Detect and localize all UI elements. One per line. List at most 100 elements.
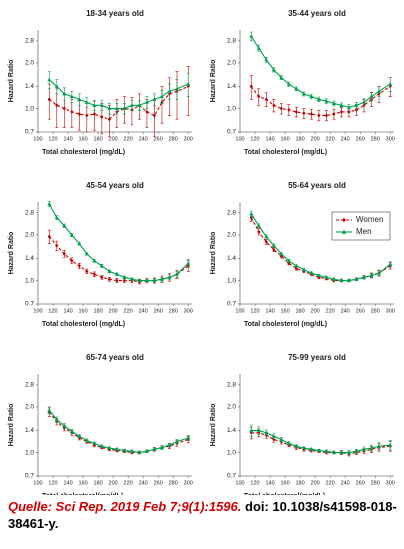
data-point xyxy=(62,251,66,256)
data-point xyxy=(99,444,104,448)
data-point xyxy=(279,251,284,256)
data-point xyxy=(144,449,149,453)
data-point xyxy=(324,98,329,103)
data-point xyxy=(279,437,284,441)
data-point xyxy=(264,234,269,239)
error-bar xyxy=(55,88,59,128)
data-point xyxy=(346,450,351,455)
data-point xyxy=(55,103,59,108)
x-tick-label: 180 xyxy=(94,136,103,142)
data-point xyxy=(271,67,276,72)
x-tick-label: 200 xyxy=(311,136,320,142)
data-point xyxy=(186,261,191,265)
source: Quelle: Sci Rep. 2019 Feb 7;9(1):1596. d… xyxy=(8,498,398,532)
data-point xyxy=(294,263,299,268)
data-point xyxy=(286,258,291,263)
data-point xyxy=(264,239,268,244)
x-tick-label: 260 xyxy=(154,480,163,486)
data-point xyxy=(84,438,89,443)
data-point xyxy=(69,94,74,99)
data-point xyxy=(129,103,134,107)
x-tick-label: 300 xyxy=(184,480,193,486)
y-tick-label: 2.0 xyxy=(227,232,236,239)
series-line xyxy=(48,203,189,282)
x-tick-label: 200 xyxy=(311,480,320,486)
data-point xyxy=(309,94,314,99)
series-line xyxy=(251,429,391,454)
data-point xyxy=(152,447,157,451)
data-point xyxy=(249,34,254,38)
data-point xyxy=(47,77,52,82)
data-point xyxy=(47,201,52,206)
data-point xyxy=(339,103,344,107)
x-tick-label: 220 xyxy=(326,308,335,314)
x-tick-label: 240 xyxy=(139,480,148,486)
y-tick-label: 1.0 xyxy=(25,449,34,456)
data-point xyxy=(316,97,321,101)
data-point xyxy=(324,275,329,279)
data-point xyxy=(100,275,104,280)
series-line xyxy=(48,79,189,110)
x-tick-label: 160 xyxy=(78,480,87,486)
data-point xyxy=(99,263,104,268)
data-point xyxy=(174,272,179,276)
x-tick-label: 300 xyxy=(386,136,395,142)
y-tick-label: 1.4 xyxy=(227,83,236,90)
data-point xyxy=(271,434,276,438)
data-point xyxy=(152,97,157,101)
x-tick-label: 260 xyxy=(154,308,163,314)
x-tick-label: 160 xyxy=(280,308,289,314)
x-tick-label: 280 xyxy=(169,308,178,314)
data-point xyxy=(272,247,276,252)
data-point xyxy=(107,277,111,282)
doi: doi: 10.1038/s41598-018-38461-y. xyxy=(8,499,397,531)
data-point xyxy=(376,89,381,93)
series-line xyxy=(48,409,189,454)
x-tick-label: 140 xyxy=(265,308,274,314)
panel-title: 55-64 years old xyxy=(288,181,346,190)
y-tick-label: 2.8 xyxy=(25,210,34,217)
x-tick-label: 120 xyxy=(250,136,259,142)
data-point xyxy=(388,81,393,86)
y-axis-label: Hazard Ratio xyxy=(210,60,217,103)
data-point xyxy=(167,89,172,93)
data-point xyxy=(361,100,366,104)
data-point xyxy=(62,223,67,228)
y-axis-label: Hazard Ratio xyxy=(210,404,217,447)
x-tick-label: 120 xyxy=(250,480,259,486)
y-tick-label: 2.0 xyxy=(25,404,34,411)
x-axis-label: Total cholesterol (mg/dL) xyxy=(244,149,327,156)
data-point xyxy=(286,81,291,86)
x-tick-label: 120 xyxy=(48,308,57,314)
x-tick-label: 300 xyxy=(386,308,395,314)
data-point xyxy=(159,445,164,449)
data-point xyxy=(331,450,336,455)
data-point xyxy=(388,262,393,266)
x-tick-label: 280 xyxy=(371,308,380,314)
data-point xyxy=(47,408,52,412)
x-tick-label: 200 xyxy=(109,480,118,486)
data-point xyxy=(62,91,67,96)
y-tick-label: 1.4 xyxy=(25,427,34,434)
data-point xyxy=(249,211,254,216)
data-point xyxy=(309,112,313,117)
x-tick-label: 240 xyxy=(139,308,148,314)
x-tick-label: 100 xyxy=(235,480,244,486)
data-point xyxy=(286,441,291,445)
x-tick-label: 240 xyxy=(341,308,350,314)
y-tick-label: 0.7 xyxy=(25,129,34,136)
data-point xyxy=(92,272,96,277)
x-tick-label: 180 xyxy=(296,136,305,142)
x-tick-label: 160 xyxy=(280,480,289,486)
data-point xyxy=(354,107,359,112)
x-tick-label: 100 xyxy=(33,136,42,142)
y-tick-label: 2.8 xyxy=(25,382,34,389)
x-tick-label: 120 xyxy=(48,136,57,142)
data-point xyxy=(309,270,314,275)
data-point xyxy=(256,46,261,50)
data-point xyxy=(107,106,112,111)
data-point xyxy=(62,106,66,111)
data-point xyxy=(264,97,268,102)
x-tick-label: 280 xyxy=(371,136,380,142)
